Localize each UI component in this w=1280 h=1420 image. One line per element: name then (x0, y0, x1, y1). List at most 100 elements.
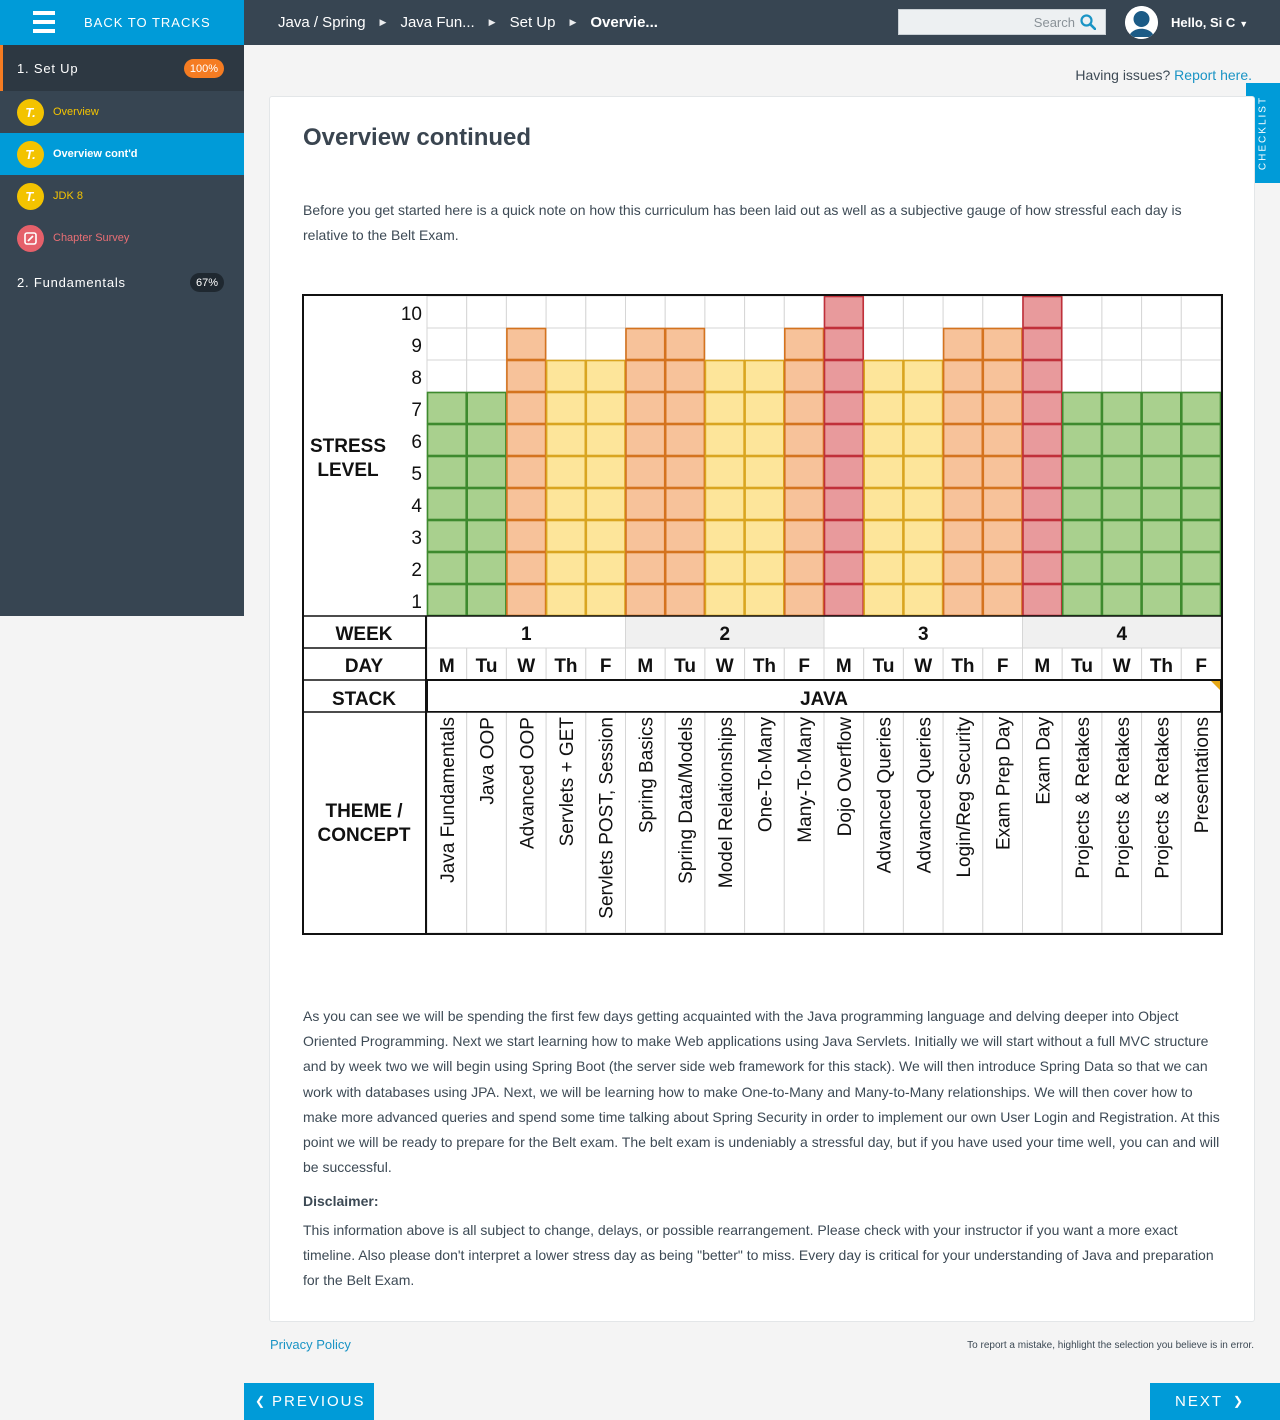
user-avatar[interactable] (1125, 6, 1158, 39)
intro-paragraph: Before you get started here is a quick n… (303, 202, 1182, 244)
stress-bar-cell (942, 583, 984, 617)
day-label: F (798, 656, 810, 677)
body-paragraph: As you can see we will be spending the f… (303, 1008, 1220, 1176)
day-label: Tu (476, 656, 498, 677)
stress-bar-cell (903, 423, 944, 457)
stress-bar-cell (783, 423, 825, 457)
stress-bar-cell (823, 583, 865, 617)
day-cell (505, 647, 547, 681)
breadcrumb-course[interactable]: Java Fun... (400, 14, 475, 31)
stress-bar-cell (1022, 359, 1063, 393)
week-label: 4 (1116, 624, 1127, 645)
stress-bar-cell (1022, 327, 1063, 361)
day-cell (1180, 647, 1222, 681)
stress-bar-cell (466, 487, 507, 521)
grid-cell (426, 359, 468, 393)
grid-cell (1141, 359, 1182, 393)
breadcrumb-chapter[interactable]: Set Up (509, 14, 556, 31)
theme-row-label: THEME / (325, 801, 403, 822)
grid-cell (744, 327, 785, 361)
grid-cell (545, 295, 587, 329)
sidebar-item-overview[interactable]: T. Overview (0, 91, 244, 133)
stress-bar-cell (585, 391, 626, 425)
stress-bar-cell (942, 455, 984, 489)
stress-bar-cell (1101, 455, 1142, 489)
sidebar-chapter-fundamentals[interactable]: 2. Fundamentals 67% (0, 259, 244, 305)
stress-bar-cell (664, 551, 706, 585)
sidebar-item-overview-contd[interactable]: T. Overview cont'd (0, 133, 244, 175)
stress-bar-cell (1061, 487, 1103, 521)
stress-bar-cell (545, 487, 587, 521)
stress-bar-cell (506, 327, 547, 361)
back-to-tracks-button[interactable]: BACK TO TRACKS (0, 0, 244, 45)
stress-bar-cell (942, 327, 984, 361)
stress-bar-cell (664, 583, 706, 617)
sidebar-item-chapter-survey[interactable]: Chapter Survey (0, 217, 244, 259)
grid-cell (466, 327, 507, 361)
grid-cell (1061, 295, 1103, 329)
stress-bar-cell (1061, 423, 1103, 457)
week-label: 1 (521, 624, 532, 645)
stress-bar-cell (942, 487, 984, 521)
stress-bar-cell (1101, 423, 1142, 457)
stress-bar-cell (704, 583, 745, 617)
sidebar-chapter-setup[interactable]: 1. Set Up 100% (0, 45, 244, 91)
stress-bar-cell (466, 391, 507, 425)
stress-bar-cell (823, 327, 865, 361)
stress-bar-cell (704, 551, 745, 585)
stress-bar-cell (982, 583, 1023, 617)
stress-bar-cell (744, 487, 785, 521)
theme-cell (664, 711, 706, 934)
stress-tick-label: 7 (411, 400, 422, 421)
week-row-label: WEEK (336, 624, 393, 645)
next-button[interactable]: NEXT ❯ (1150, 1383, 1280, 1420)
day-cell (823, 647, 865, 681)
previous-button[interactable]: ❮ PREVIOUS (244, 1383, 374, 1420)
stress-bar-cell (942, 551, 984, 585)
sidebar-item-jdk8[interactable]: T. JDK 8 (0, 175, 244, 217)
day-label: W (716, 656, 734, 677)
day-label: Tu (674, 656, 696, 677)
user-menu[interactable]: Hello, Si C ▼ (1171, 15, 1248, 30)
stress-bar-cell (783, 551, 825, 585)
topic-label: Java OOP (478, 717, 499, 805)
grid-cell (505, 295, 547, 329)
stress-bar-cell (823, 455, 865, 489)
theme-cell (1022, 711, 1063, 934)
privacy-policy-link[interactable]: Privacy Policy (270, 1337, 351, 1352)
y-axis-label: STRESS (310, 436, 386, 457)
day-label: Tu (873, 656, 895, 677)
stress-bar-cell (783, 583, 825, 617)
stress-tick-label: 9 (411, 336, 422, 357)
stress-bar-cell (783, 487, 825, 521)
breadcrumb-track[interactable]: Java / Spring (278, 14, 366, 31)
day-label: F (1195, 656, 1207, 677)
search-input[interactable] (905, 13, 1075, 31)
stress-bar-cell (506, 391, 547, 425)
stress-bar-cell (545, 519, 587, 553)
stress-bar-cell (625, 423, 666, 457)
stress-bar-cell (1101, 391, 1142, 425)
stress-bar-cell (704, 359, 745, 393)
stress-chart-svg: 1 2 3 4 5 6 7 8 9 10 STRESS LEVEL 1 2 3 4 WEEK M Tu W Th F M Tu… (302, 294, 1223, 935)
stress-bar-cell (1022, 583, 1063, 617)
stress-bar-cell (1101, 487, 1142, 521)
stress-bar-cell (506, 519, 547, 553)
chevron-down-icon: ▼ (1239, 19, 1249, 29)
grid-cell (1180, 295, 1222, 329)
theme-cell (982, 711, 1023, 934)
hamburger-menu-icon[interactable] (33, 11, 55, 33)
topic-label: Spring Data/Models (676, 717, 697, 884)
report-link[interactable]: Report here. (1174, 67, 1252, 83)
stack-label: JAVA (800, 689, 848, 710)
stress-bar-cell (585, 487, 626, 521)
stress-bar-cell (823, 359, 865, 393)
theme-cell (823, 711, 865, 934)
day-label: M (836, 656, 852, 677)
stress-bar-cell (863, 359, 904, 393)
stress-bar-cell (585, 519, 626, 553)
search-icon[interactable] (1080, 14, 1096, 30)
stress-bar-cell (625, 455, 666, 489)
stress-bar-cell (823, 391, 865, 425)
stress-tick-label: 2 (411, 560, 422, 581)
